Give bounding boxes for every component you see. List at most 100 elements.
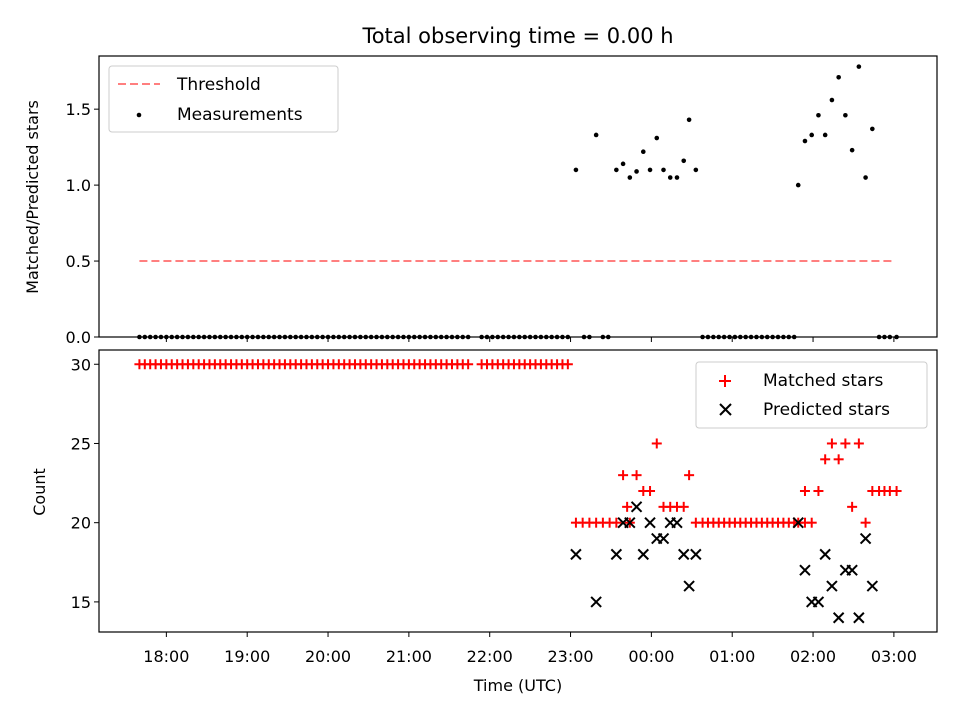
predicted-star-point bbox=[799, 564, 811, 576]
matched-star-point bbox=[611, 517, 622, 528]
bottom-y-axis-label: Count bbox=[30, 468, 49, 516]
matched-star-point bbox=[684, 470, 695, 481]
measurement-point bbox=[809, 132, 815, 138]
x-tick-label: 22:00 bbox=[467, 647, 513, 666]
x-tick-label: 00:00 bbox=[628, 647, 674, 666]
matched-star-point bbox=[853, 438, 864, 449]
x-tick-label: 19:00 bbox=[224, 647, 270, 666]
legend-measurements-swatch bbox=[136, 112, 142, 118]
bottom-y-tick-label: 25 bbox=[71, 434, 91, 453]
bottom-y-tick-label: 15 bbox=[71, 593, 91, 612]
x-tick-label: 23:00 bbox=[547, 647, 593, 666]
x-tick-label: 20:00 bbox=[305, 647, 351, 666]
top-panel: 0.0 0.5 1.0 1.5 Matched/Predicted stars Thr… bbox=[23, 55, 938, 347]
matched-star-point bbox=[562, 359, 573, 370]
x-tick-label: 21:00 bbox=[386, 647, 432, 666]
top-x-ticks bbox=[165, 337, 895, 342]
matched-star-point bbox=[631, 470, 642, 481]
measurement-point bbox=[627, 175, 633, 180]
measurement-point bbox=[667, 175, 673, 180]
measurement-point bbox=[620, 161, 626, 167]
x-axis-label: Time (UTC) bbox=[473, 676, 562, 695]
bottom-y-axis: 15 20 25 30 bbox=[71, 355, 99, 612]
legend-matched-label: Matched stars bbox=[763, 371, 883, 391]
measurement-point bbox=[693, 167, 699, 173]
predicted-star-point bbox=[812, 596, 825, 608]
legend-predicted-swatch bbox=[719, 403, 732, 416]
bottom-plot-area bbox=[134, 359, 902, 624]
predicted-star-point bbox=[826, 580, 838, 592]
legend-measurements-label: Measurements bbox=[177, 105, 303, 125]
bottom-x-axis: 18:00 19:00 20:00 21:00 22:00 23:00 00:00 01:00… bbox=[143, 632, 917, 666]
measurement-point bbox=[640, 149, 646, 154]
predicted-star-point bbox=[678, 548, 690, 561]
predicted-star-point bbox=[671, 516, 683, 529]
predicted-star-point bbox=[690, 548, 702, 561]
matched-star-point bbox=[860, 517, 871, 528]
predicted-star-point bbox=[819, 548, 831, 561]
predicted-star-point bbox=[792, 516, 804, 529]
legend-predicted-label: Predicted stars bbox=[763, 400, 890, 420]
legend-threshold-label: Threshold bbox=[176, 75, 261, 95]
top-y-axis: 0.0 0.5 1.0 1.5 bbox=[66, 100, 99, 347]
matched-star-point bbox=[645, 486, 656, 496]
measurement-point bbox=[614, 167, 619, 173]
measurement-point bbox=[856, 64, 862, 69]
bottom-y-tick-label: 20 bbox=[71, 514, 91, 533]
top-legend: Threshold Measurements bbox=[108, 65, 339, 133]
predicted-star-point bbox=[846, 564, 858, 576]
measurement-point bbox=[593, 132, 599, 138]
matched-star-point bbox=[813, 486, 824, 496]
measurement-point bbox=[863, 175, 868, 180]
measurement-point bbox=[829, 97, 835, 103]
x-tick-label: 02:00 bbox=[790, 647, 836, 666]
predicted-star-point bbox=[859, 532, 872, 545]
matched-star-point bbox=[891, 486, 902, 496]
x-tick-label: 03:00 bbox=[871, 647, 917, 666]
measurement-point bbox=[661, 167, 666, 173]
measurement-point bbox=[573, 167, 579, 173]
matched-star-point bbox=[847, 501, 858, 512]
measurement-point bbox=[816, 112, 821, 118]
matched-star-point bbox=[618, 470, 629, 481]
measurement-point bbox=[822, 132, 828, 138]
predicted-star-point bbox=[610, 548, 623, 561]
bottom-y-tick-label: 30 bbox=[71, 355, 91, 374]
top-y-tick-label: 0.0 bbox=[66, 328, 91, 347]
measurement-point bbox=[686, 117, 692, 123]
bottom-panel: 15 20 25 30 18:00 19:00 20:00 21:00 22:00 23:00 0… bbox=[30, 349, 938, 695]
top-axes-frame bbox=[98, 55, 938, 338]
matched-star-point bbox=[678, 501, 689, 512]
measurement-point bbox=[843, 112, 848, 118]
top-y-tick-label: 1.5 bbox=[66, 100, 91, 119]
bottom-legend: Matched stars Predicted stars bbox=[695, 361, 928, 429]
measurement-point bbox=[674, 175, 680, 180]
predicted-star-point bbox=[866, 580, 879, 592]
matched-star-point bbox=[651, 438, 662, 449]
bottom-legend-box bbox=[695, 361, 928, 429]
measurement-point bbox=[836, 74, 841, 80]
predicted-star-point bbox=[624, 516, 636, 529]
measurement-point bbox=[647, 167, 653, 173]
x-tick-label: 18:00 bbox=[143, 647, 189, 666]
measurement-point bbox=[654, 135, 660, 141]
matched-star-point bbox=[463, 359, 474, 370]
predicted-star-point bbox=[637, 548, 650, 561]
matched-star-point bbox=[622, 501, 633, 512]
predicted-star-point bbox=[630, 501, 643, 513]
top-y-tick-label: 1.0 bbox=[66, 176, 91, 195]
top-y-tick-label: 0.5 bbox=[66, 252, 91, 271]
chart-title: Total observing time = 0.00 h bbox=[361, 24, 673, 48]
matched-star-point bbox=[799, 486, 810, 496]
bottom-axes-frame bbox=[98, 349, 938, 633]
measurement-point bbox=[849, 147, 855, 153]
matched-star-point bbox=[833, 454, 844, 465]
top-y-axis-label: Matched/Predicted stars bbox=[23, 100, 42, 294]
matched-star-point bbox=[826, 438, 837, 449]
predicted-star-point bbox=[644, 516, 656, 529]
predicted-star-point bbox=[853, 612, 865, 624]
measurement-point bbox=[870, 126, 875, 132]
measurement-point bbox=[681, 158, 687, 164]
top-legend-box bbox=[108, 65, 339, 133]
